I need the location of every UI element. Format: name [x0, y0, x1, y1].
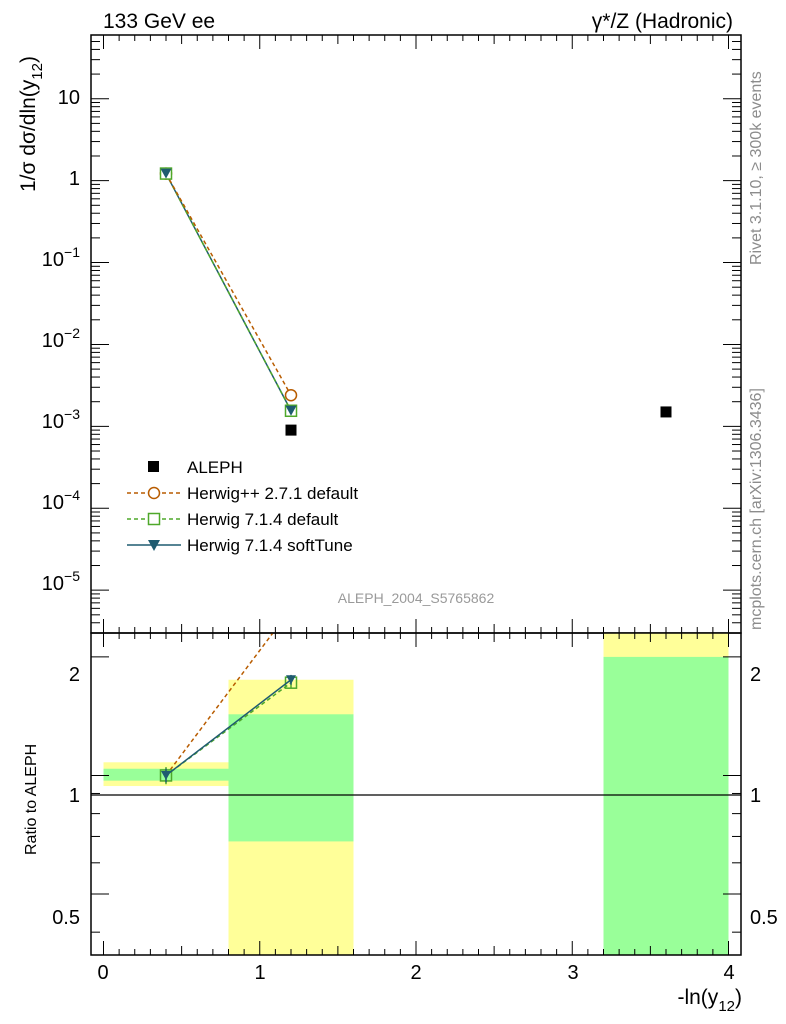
- legend-label-herwigpp: Herwig++ 2.7.1 default: [187, 484, 358, 503]
- xtick-label-0: 0: [97, 962, 108, 984]
- xtick-label-4: 4: [723, 962, 734, 984]
- ratio-series-line: [165, 679, 292, 777]
- ratio-herwig7-softtune-point: [286, 675, 296, 685]
- aleph-data-point: [660, 406, 672, 418]
- x-axis-label: -ln(y12): [677, 986, 742, 1015]
- mcplots-label: mcplots.cern.ch [arXiv:1306.3436]: [748, 388, 765, 630]
- main-ytick-label-1e-2: 10−2: [42, 325, 80, 352]
- main-ytick-label-1e-4: 10−4: [42, 487, 80, 514]
- main-ytick-label-10: 10: [58, 87, 80, 109]
- main-ytick-label-1e-1: 10−1: [42, 244, 80, 271]
- ratio-data-layer: [159, 632, 298, 785]
- ratio-ytick-label-0.5: 0.5: [52, 907, 80, 929]
- main-series-line: [165, 173, 292, 396]
- legend-marker-herwig7-softtune: [148, 540, 160, 551]
- ratio-uncertainty-bands: [103, 633, 729, 955]
- ratio-ytick-label-0.5-right: 0.5: [750, 907, 778, 929]
- ratio-y-axis-label: Ratio to ALEPH: [23, 744, 40, 855]
- ratio-herwig7-softtune-point: [161, 770, 171, 780]
- legend-marker-aleph: [148, 461, 159, 472]
- main-data-layer: [159, 167, 672, 436]
- main-panel: 10 1 10−1 10−2 10−3 10−4 10−5 1/σ dσ/dln…: [17, 34, 742, 634]
- aleph-data-point: [285, 424, 297, 436]
- legend-marker-herwig7-default: [147, 512, 161, 526]
- header-right-title: γ*/Z (Hadronic): [592, 10, 733, 33]
- ratio-axis-ticks: [91, 633, 741, 955]
- header-left-title: 133 GeV ee: [103, 10, 215, 33]
- main-ytick-label-1: 1: [69, 168, 80, 190]
- ratio-plot-frame: [90, 632, 742, 956]
- main-axis-ticks: [91, 34, 741, 634]
- ratio-series-line: [165, 632, 274, 776]
- herwig7-softtune-data-point: [160, 168, 172, 179]
- ratio-series-line: [165, 682, 292, 777]
- ratio-panel: 2 1 0.5 2 1 0.5 Ratio to ALEPH 0 1 2 3 4…: [23, 632, 778, 1015]
- main-ytick-label-1e-3: 10−3: [42, 406, 80, 433]
- ratio-band-green: [603, 656, 729, 955]
- main-y-axis-label: 1/σ dσ/dln(y12): [17, 56, 46, 192]
- ratio-ytick-label-2-right: 2: [750, 664, 761, 686]
- ratio-ytick-label-1: 1: [69, 785, 80, 807]
- xtick-label-3: 3: [567, 962, 578, 984]
- ratio-band-green: [228, 714, 354, 842]
- legend-label-aleph: ALEPH: [187, 458, 243, 477]
- ratio-ytick-label-1-right: 1: [750, 785, 761, 807]
- xtick-label-2: 2: [410, 962, 421, 984]
- legend-label-herwig7-default: Herwig 7.1.4 default: [187, 510, 338, 529]
- analysis-watermark: ALEPH_2004_S5765862: [338, 590, 495, 606]
- main-series-line: [165, 173, 292, 412]
- legend-marker-herwigpp: [147, 486, 161, 500]
- rivet-label: Rivet 3.1.10, ≥ 300k events: [748, 71, 765, 265]
- legend-label-herwig7-softtune: Herwig 7.1.4 softTune: [187, 536, 353, 555]
- xtick-label-1: 1: [254, 962, 265, 984]
- legend: ALEPH Herwig++ 2.7.1 default Herwig 7.1.…: [127, 458, 358, 555]
- herwig7-softtune-data-point: [285, 405, 297, 416]
- ratio-ytick-label-2: 2: [69, 664, 80, 686]
- main-ytick-label-1e-5: 10−5: [42, 568, 80, 595]
- herwigpp-data-point: [284, 388, 298, 402]
